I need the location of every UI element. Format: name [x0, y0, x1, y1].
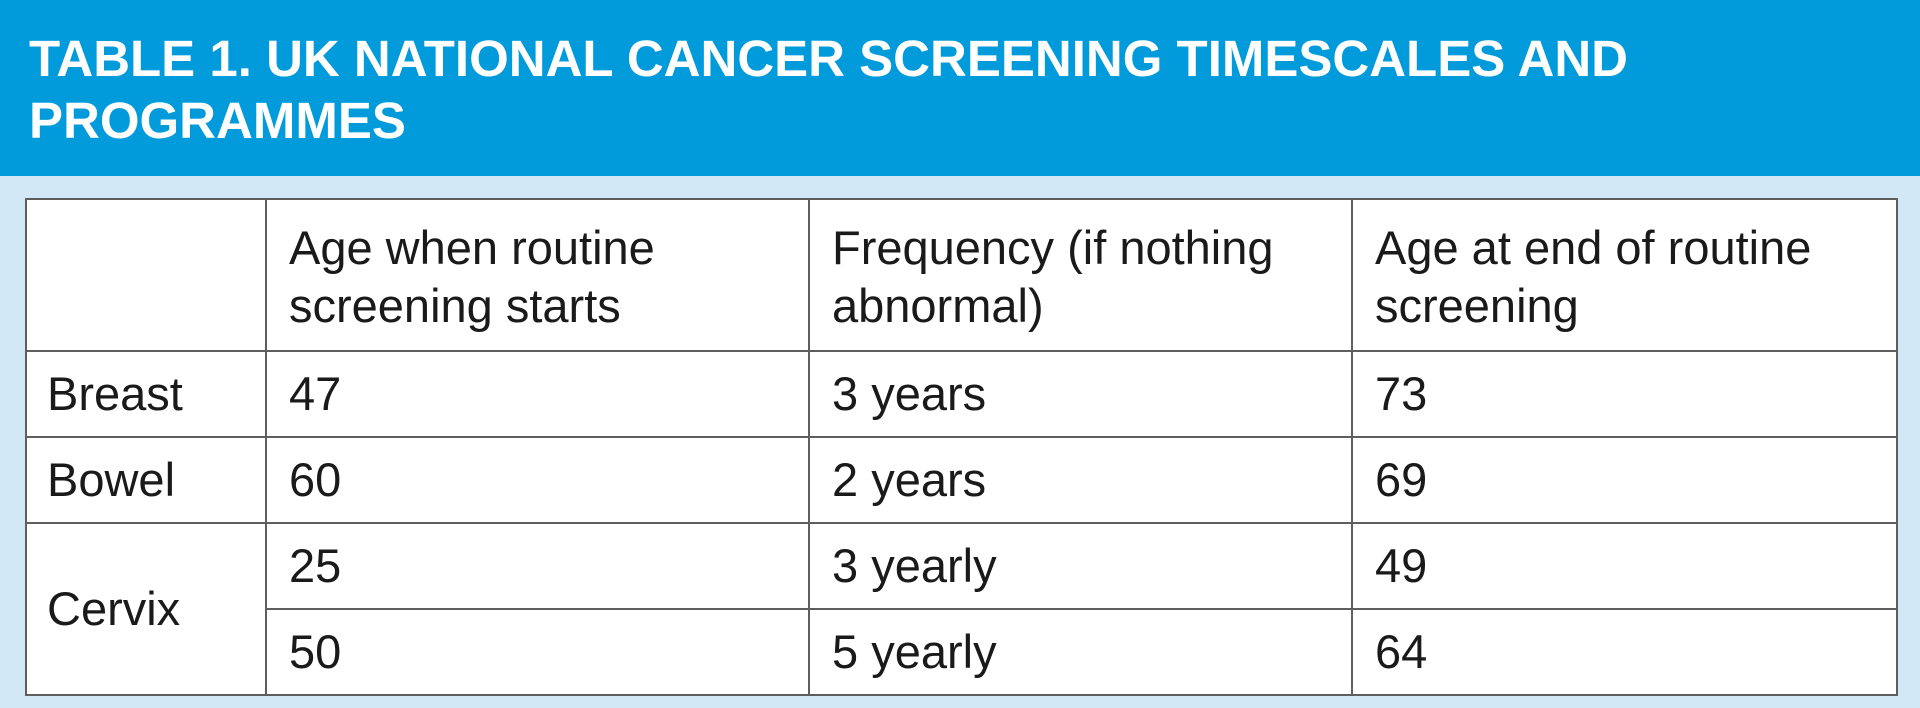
start-age-cell: 25 — [265, 522, 810, 610]
table-row-cervix-1: Cervix 25 3 yearly 49 — [25, 522, 1898, 696]
table-row-cervix-2: 50 5 yearly 64 — [26, 608, 1898, 696]
end-age-cell: 73 — [1351, 350, 1898, 438]
frequency-cell: 2 years — [808, 436, 1353, 524]
table-title-banner: TABLE 1. UK NATIONAL CANCER SCREENING TI… — [0, 0, 1920, 176]
table-row-bowel: Bowel 60 2 years 69 — [25, 436, 1898, 524]
header-cell-site — [25, 198, 267, 352]
screening-table: Age when routine screening starts Freque… — [25, 198, 1898, 696]
site-cell: Bowel — [25, 436, 267, 524]
frequency-cell: 5 yearly — [808, 608, 1353, 696]
frequency-cell: 3 years — [808, 350, 1353, 438]
start-age-cell: 60 — [265, 436, 810, 524]
header-cell-frequency: Frequency (if nothing abnormal) — [808, 198, 1353, 352]
frequency-cell: 3 yearly — [808, 522, 1353, 610]
end-age-cell: 64 — [1351, 608, 1898, 696]
site-cell: Cervix — [25, 522, 267, 696]
start-age-cell: 50 — [265, 608, 810, 696]
header-cell-start-age: Age when routine screening starts — [265, 198, 810, 352]
table-row-breast: Breast 47 3 years 73 — [25, 350, 1898, 438]
screening-table-container: Age when routine screening starts Freque… — [25, 198, 1898, 696]
table-title: TABLE 1. UK NATIONAL CANCER SCREENING TI… — [29, 30, 1629, 149]
end-age-cell: 49 — [1351, 522, 1898, 610]
start-age-cell: 47 — [265, 350, 810, 438]
table-header-row: Age when routine screening starts Freque… — [25, 198, 1898, 352]
header-cell-end-age: Age at end of routine screening — [1351, 198, 1898, 352]
end-age-cell: 69 — [1351, 436, 1898, 524]
site-cell: Breast — [25, 350, 267, 438]
